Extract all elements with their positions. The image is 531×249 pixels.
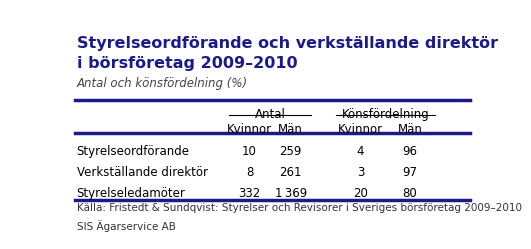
Text: Män: Män [278,123,303,136]
Text: 1 369: 1 369 [275,187,307,200]
Text: Antal: Antal [255,108,286,121]
Text: 80: 80 [402,187,417,200]
Text: Verkställande direktör: Verkställande direktör [76,166,208,179]
Text: 332: 332 [238,187,261,200]
Text: Kvinnor: Kvinnor [338,123,383,136]
Text: 4: 4 [357,145,364,158]
Text: 96: 96 [402,145,417,158]
Text: 10: 10 [242,145,257,158]
Text: Kvinnor: Kvinnor [227,123,272,136]
Text: Män: Män [398,123,423,136]
Text: 259: 259 [279,145,302,158]
Text: Styrelseordförande: Styrelseordförande [76,145,190,158]
Text: Källa: Fristedt & Sundqvist: Styrelser och Revisorer i Sveriges börsföretag 2009: Källa: Fristedt & Sundqvist: Styrelser o… [76,203,521,213]
Text: i börsföretag 2009–2010: i börsföretag 2009–2010 [76,56,297,71]
Text: 261: 261 [279,166,302,179]
Text: 3: 3 [357,166,364,179]
Text: 97: 97 [402,166,417,179]
Text: SIS Ägarservice AB: SIS Ägarservice AB [76,220,176,232]
Text: 8: 8 [246,166,253,179]
Text: Styrelseledamöter: Styrelseledamöter [76,187,185,200]
Text: Styrelseordförande och verkställande direktör: Styrelseordförande och verkställande dir… [76,36,498,51]
Text: Könsfördelning: Könsfördelning [341,108,429,121]
Text: 20: 20 [353,187,368,200]
Text: Antal och könsfördelning (%): Antal och könsfördelning (%) [76,77,248,90]
